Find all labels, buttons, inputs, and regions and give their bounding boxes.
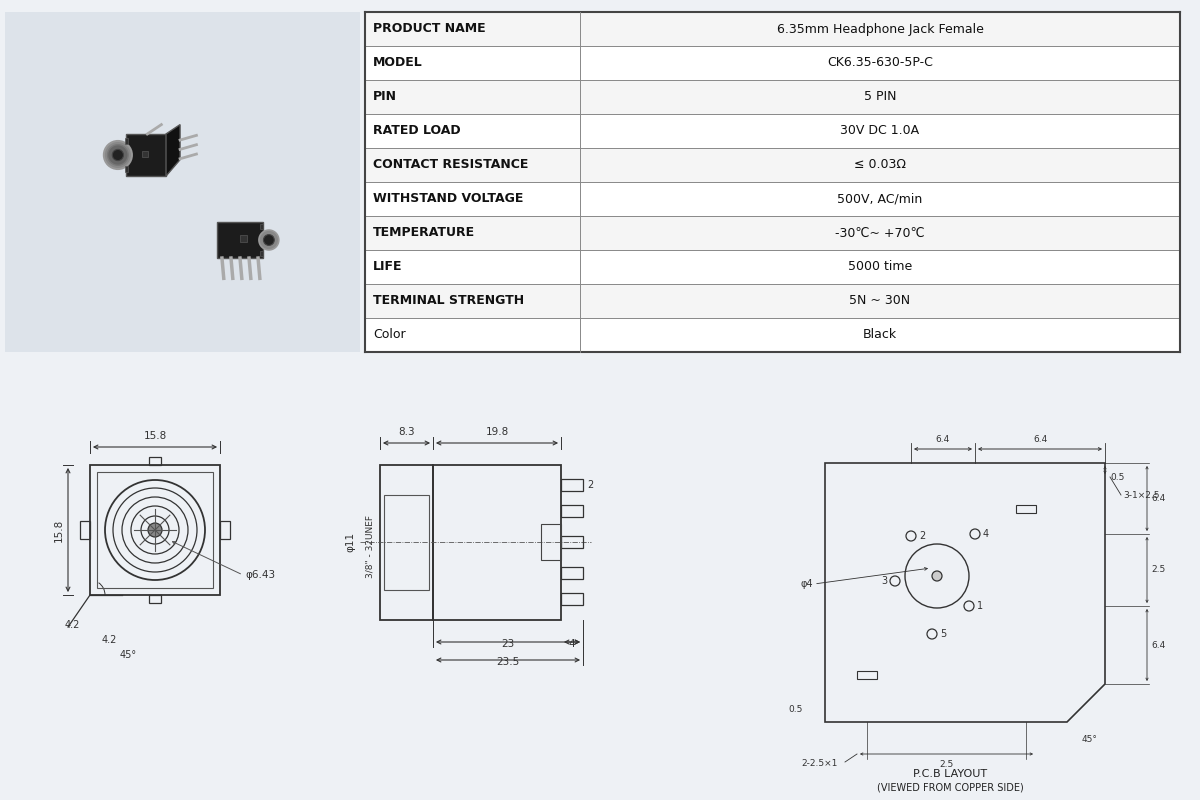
Bar (384, 495, 430, 590)
Text: φ4: φ4 (800, 579, 814, 589)
Text: TERMINAL STRENGTH: TERMINAL STRENGTH (373, 294, 524, 307)
Bar (149, 595, 161, 603)
Bar (365, 182, 1180, 216)
Bar (365, 250, 1180, 284)
Text: 5000 time: 5000 time (848, 261, 912, 274)
Bar (562, 536, 583, 548)
Text: 0.5: 0.5 (1110, 473, 1124, 482)
Text: WITHSTAND VOLTAGE: WITHSTAND VOLTAGE (373, 193, 523, 206)
Text: 4: 4 (569, 639, 575, 649)
Text: 1: 1 (977, 601, 983, 611)
Bar (220, 521, 230, 539)
Text: TEMPERATURE: TEMPERATURE (373, 226, 475, 239)
Bar (240, 235, 247, 242)
Bar (260, 224, 263, 229)
Text: Color: Color (373, 329, 406, 342)
Bar (260, 251, 263, 256)
Text: CK6.35-630-5P-C: CK6.35-630-5P-C (827, 57, 932, 70)
Text: 2: 2 (587, 480, 593, 490)
Text: 3: 3 (881, 576, 887, 586)
Text: 5 PIN: 5 PIN (864, 90, 896, 103)
Text: 6.4: 6.4 (1151, 641, 1165, 650)
Text: φ11: φ11 (346, 532, 355, 552)
Text: 2.5: 2.5 (940, 760, 954, 769)
Text: 2.5: 2.5 (1151, 566, 1165, 574)
Text: -30℃~ +70℃: -30℃~ +70℃ (835, 226, 925, 239)
Bar (365, 284, 1180, 318)
Bar (365, 148, 1180, 182)
Bar (562, 567, 583, 579)
Bar (857, 671, 877, 679)
Text: MODEL: MODEL (373, 57, 422, 70)
Circle shape (113, 150, 124, 161)
Text: 5: 5 (940, 629, 947, 639)
Text: 30V DC 1.0A: 30V DC 1.0A (840, 125, 919, 138)
Text: 15.8: 15.8 (143, 431, 167, 441)
Bar (365, 12, 1180, 46)
Bar (149, 457, 161, 465)
Text: φ6.43: φ6.43 (245, 570, 275, 580)
Bar (125, 166, 128, 172)
Bar (365, 80, 1180, 114)
Text: 0.5: 0.5 (788, 706, 803, 714)
Text: 23: 23 (502, 639, 515, 649)
Text: 3/8" - 32UNEF: 3/8" - 32UNEF (366, 515, 374, 578)
Circle shape (104, 141, 132, 169)
Text: 15.8: 15.8 (54, 518, 64, 542)
Bar (217, 222, 263, 258)
Bar (97, 472, 214, 588)
Text: 6.4: 6.4 (936, 435, 950, 444)
Text: 500V, AC/min: 500V, AC/min (838, 193, 923, 206)
Bar (380, 465, 433, 620)
Bar (125, 138, 128, 144)
Text: 2-2.5×1: 2-2.5×1 (802, 759, 838, 769)
Text: P.C.B LAYOUT: P.C.B LAYOUT (913, 769, 988, 779)
Bar (562, 479, 583, 491)
Circle shape (259, 230, 278, 250)
Polygon shape (166, 125, 180, 176)
Text: (VIEWED FROM COPPER SIDE): (VIEWED FROM COPPER SIDE) (877, 783, 1024, 793)
Bar (365, 216, 1180, 250)
Text: 4: 4 (983, 529, 989, 539)
Text: PRODUCT NAME: PRODUCT NAME (373, 22, 486, 35)
Text: RATED LOAD: RATED LOAD (373, 125, 461, 138)
Bar (1016, 505, 1036, 513)
Bar (562, 505, 583, 517)
Text: CONTACT RESISTANCE: CONTACT RESISTANCE (373, 158, 528, 171)
Text: 23.5: 23.5 (497, 657, 520, 667)
Bar (541, 524, 562, 560)
Text: 4.2: 4.2 (102, 635, 118, 645)
Text: 19.8: 19.8 (485, 427, 509, 437)
Text: 3-1×2.5: 3-1×2.5 (1123, 490, 1159, 499)
Bar (142, 151, 148, 157)
Bar (433, 465, 562, 620)
Text: 5N ~ 30N: 5N ~ 30N (850, 294, 911, 307)
Text: 6.35mm Headphone Jack Female: 6.35mm Headphone Jack Female (776, 22, 984, 35)
Text: PIN: PIN (373, 90, 397, 103)
Bar (562, 593, 583, 605)
Text: 6.4: 6.4 (1033, 435, 1048, 444)
Bar (80, 521, 90, 539)
Text: 6.4: 6.4 (1151, 494, 1165, 503)
Text: 4.2: 4.2 (65, 620, 80, 630)
Text: 45°: 45° (120, 650, 137, 660)
Bar (365, 114, 1180, 148)
Text: 2: 2 (919, 531, 925, 541)
Text: ≤ 0.03Ω: ≤ 0.03Ω (854, 158, 906, 171)
Bar (365, 318, 1180, 352)
Text: 45°: 45° (1082, 735, 1098, 745)
Text: LIFE: LIFE (373, 261, 402, 274)
Circle shape (108, 145, 128, 166)
Bar (5, 12, 360, 352)
Bar (365, 46, 1180, 80)
Circle shape (148, 523, 162, 537)
Bar (90, 465, 220, 595)
Text: 8.3: 8.3 (398, 427, 415, 437)
Text: Black: Black (863, 329, 898, 342)
Circle shape (264, 234, 275, 246)
Circle shape (932, 571, 942, 581)
Polygon shape (126, 134, 166, 176)
